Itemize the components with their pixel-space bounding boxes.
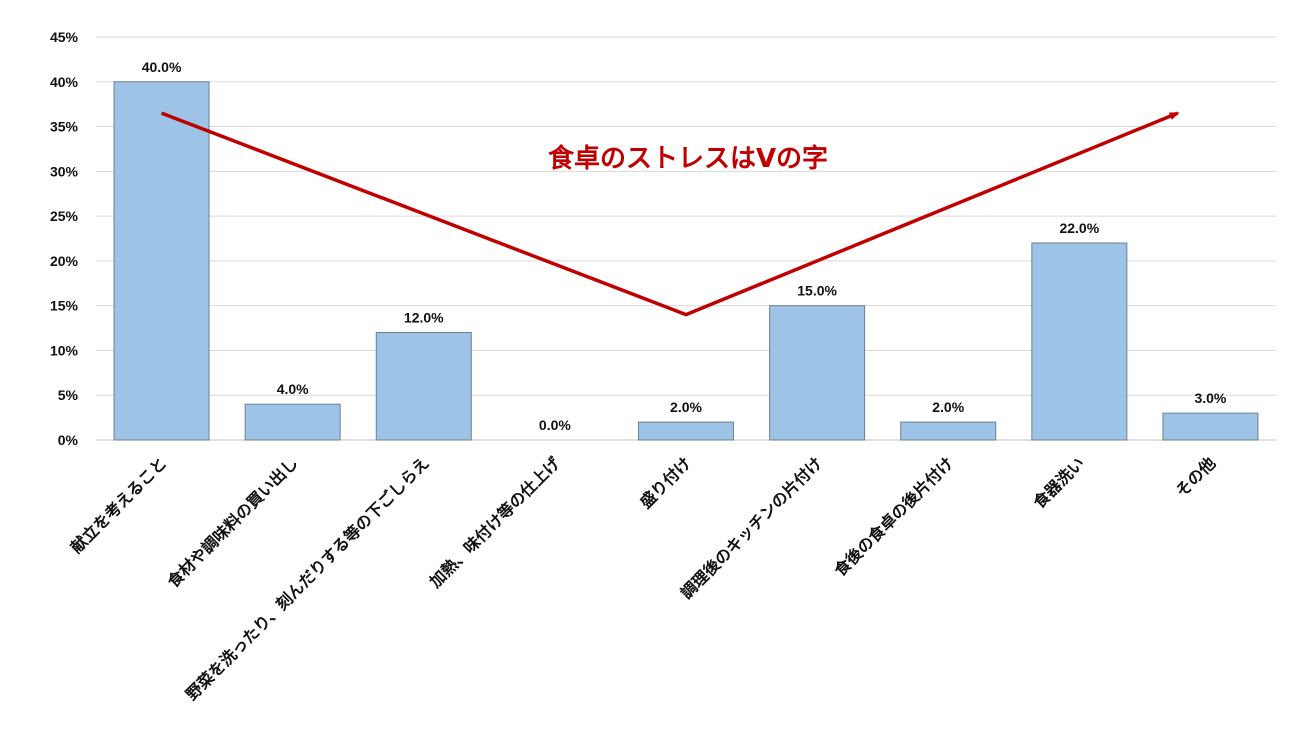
category-label: 食材や調味料の買い出し (163, 453, 302, 592)
bar (1031, 242, 1128, 441)
category-label: 盛り付け (636, 453, 695, 512)
category-label: 献立を考えること (67, 453, 171, 557)
data-label: 40.0% (142, 59, 182, 75)
category-label: 野菜を洗ったり、刻んだりする等の下ごしらえ (182, 453, 433, 704)
gridlines (96, 36, 1276, 441)
data-label: 12.0% (404, 310, 444, 326)
data-label: 22.0% (1059, 220, 1099, 236)
bar (638, 421, 734, 441)
y-tick-label: 5% (58, 387, 79, 403)
v-shape-annotation: 食卓のストレスはVの字 (160, 111, 1180, 317)
x-axis-category-labels: 献立を考えること食材や調味料の買い出し野菜を洗ったり、刻んだりする等の下ごしらえ… (67, 453, 1220, 704)
data-label: 2.0% (932, 399, 964, 415)
y-tick-label: 10% (50, 342, 79, 358)
bar (375, 332, 472, 441)
y-tick-label: 20% (50, 253, 79, 269)
y-axis-tick-labels: 0% 5% 10% 15% 20% 25% 30% 35% 40% 45% (50, 29, 79, 448)
v-trend-arrow (160, 111, 1180, 317)
y-tick-label: 30% (50, 163, 79, 179)
data-label: 0.0% (539, 417, 571, 433)
category-label: その他 (1172, 453, 1219, 500)
data-label: 2.0% (670, 399, 702, 415)
bars (113, 81, 1259, 441)
y-tick-label: 25% (50, 208, 79, 224)
bar (769, 305, 866, 441)
bar (113, 81, 210, 441)
category-label: 食器洗い (1029, 453, 1088, 512)
data-label: 3.0% (1194, 390, 1226, 406)
data-labels: 40.0% 4.0% 12.0% 0.0% 2.0% 15.0% 2.0% 22.0% 3.0% (142, 59, 1227, 433)
data-label: 15.0% (797, 283, 837, 299)
y-tick-label: 15% (50, 298, 79, 314)
bar (244, 403, 341, 441)
bar (1162, 412, 1259, 441)
category-label: 加熱、味付け等の仕上げ (425, 453, 564, 592)
y-tick-label: 45% (50, 29, 79, 45)
category-label: 調理後のキッチンの片付け (677, 453, 826, 602)
y-tick-label: 35% (50, 119, 79, 135)
y-tick-label: 0% (58, 432, 79, 448)
annotation-text: 食卓のストレスはVの字 (548, 143, 828, 174)
category-label: 食後の食卓の後片付け (830, 453, 957, 580)
y-tick-label: 40% (50, 74, 79, 90)
data-label: 4.0% (277, 381, 309, 397)
bar (900, 421, 997, 441)
